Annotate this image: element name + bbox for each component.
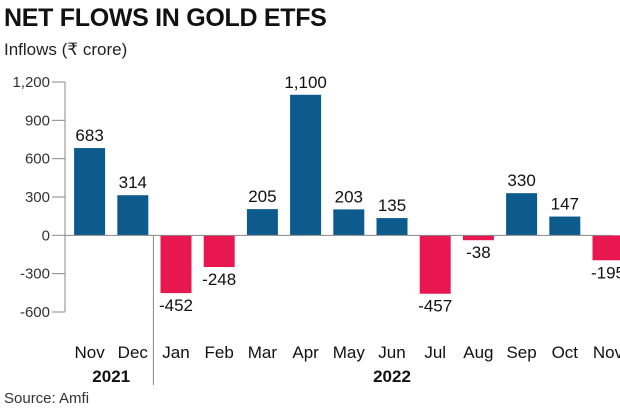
data-label: 1,100	[284, 73, 327, 92]
y-tick-label: 900	[25, 112, 50, 129]
x-tick-label: Nov	[593, 343, 620, 362]
data-label: -195	[591, 263, 620, 282]
data-label: 330	[507, 171, 535, 190]
x-tick-label: Feb	[205, 343, 234, 362]
y-tick-label: -600	[20, 304, 50, 321]
x-tick-label: Sep	[506, 343, 536, 362]
bar-jun-7	[376, 218, 408, 236]
bar-nov-0	[74, 148, 106, 236]
data-label: -452	[159, 296, 193, 315]
year-label-2021: 2021	[92, 367, 130, 386]
bar-oct-11	[549, 216, 581, 236]
x-tick-label: Aug	[463, 343, 493, 362]
data-label: 203	[335, 187, 363, 206]
x-tick-label: Apr	[292, 343, 319, 362]
bar-jul-8	[419, 235, 451, 294]
y-tick-label: 1,200	[12, 74, 50, 91]
chart-subtitle: Inflows (₹ crore)	[4, 40, 128, 59]
data-label: -38	[466, 243, 491, 262]
data-label: -457	[418, 297, 452, 316]
data-label: -248	[202, 270, 236, 289]
bar-mar-4	[246, 209, 278, 236]
data-label: 683	[75, 126, 103, 145]
x-tick-label: May	[333, 343, 366, 362]
bar-dec-1	[117, 195, 149, 236]
x-tick-label: Mar	[248, 343, 278, 362]
y-tick-label: -300	[20, 266, 50, 283]
bar-may-6	[333, 209, 365, 236]
source-note: Source: Amfi	[4, 390, 90, 407]
bar-aug-9	[462, 235, 494, 241]
y-tick-label: 0	[42, 227, 50, 244]
x-tick-label: Jul	[424, 343, 446, 362]
data-label: 314	[119, 173, 147, 192]
x-tick-label: Dec	[118, 343, 149, 362]
x-tick-label: Jan	[162, 343, 189, 362]
bar-sep-10	[506, 193, 538, 236]
chart-title: NET FLOWS IN GOLD ETFS	[4, 4, 327, 32]
data-label: 135	[378, 196, 406, 215]
data-label: 205	[248, 187, 276, 206]
y-tick-label: 600	[25, 151, 50, 168]
year-label-2022: 2022	[373, 367, 411, 386]
data-label: 147	[551, 195, 579, 214]
bar-apr-5	[290, 94, 322, 236]
bar-nov-12	[592, 235, 620, 261]
y-tick-label: 300	[25, 189, 50, 206]
x-tick-label: Nov	[74, 343, 105, 362]
x-tick-label: Oct	[552, 343, 579, 362]
bar-jan-2	[160, 235, 192, 294]
x-tick-label: Jun	[378, 343, 405, 362]
bar-feb-3	[203, 235, 235, 268]
